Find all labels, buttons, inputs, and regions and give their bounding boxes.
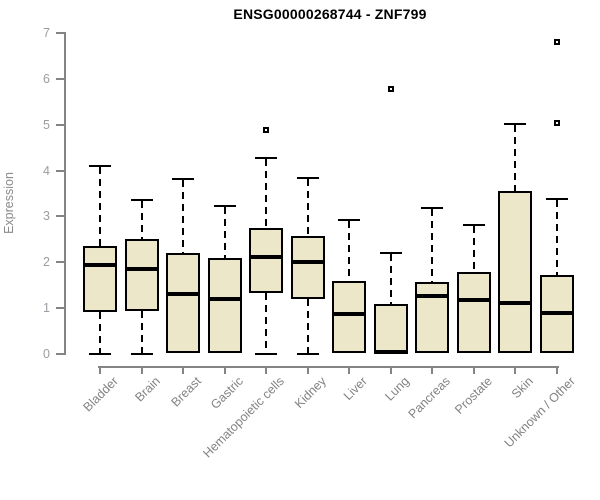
whisker-cap <box>545 198 568 201</box>
outlier-point <box>553 120 560 127</box>
y-tick <box>56 169 64 172</box>
median-line <box>456 297 491 302</box>
box-lung <box>373 303 408 354</box>
median-line <box>207 296 242 301</box>
whisker-cap <box>130 198 153 201</box>
box-liver <box>332 281 366 354</box>
x-tick <box>431 367 433 374</box>
y-tick-label: 6 <box>43 71 50 86</box>
median-line <box>166 291 200 296</box>
y-tick <box>56 353 64 355</box>
box-hematopoietic-cells <box>249 228 283 293</box>
x-axis-line <box>98 366 559 368</box>
outlier-point <box>263 127 269 134</box>
median-line <box>373 349 408 354</box>
upper-whisker <box>348 221 350 282</box>
x-tick <box>514 367 516 374</box>
whisker-cap <box>296 177 319 180</box>
y-tick-label: 1 <box>43 301 50 316</box>
median-line <box>249 254 283 259</box>
y-tick-label: 0 <box>43 347 50 361</box>
lower-whisker <box>306 299 309 354</box>
whisker-cap <box>89 353 111 355</box>
box-bladder <box>83 245 117 312</box>
upper-whisker <box>306 179 309 237</box>
x-tick <box>265 367 267 374</box>
y-tick-label: 7 <box>43 26 50 40</box>
lower-whisker <box>140 310 143 354</box>
box-kidney <box>290 236 325 300</box>
upper-whisker <box>140 200 143 240</box>
median-line <box>415 293 449 298</box>
upper-whisker <box>223 206 226 258</box>
upper-whisker <box>389 254 392 304</box>
x-tick <box>99 367 101 374</box>
median-line <box>124 266 159 271</box>
x-tick <box>555 367 558 374</box>
y-tick <box>56 261 64 264</box>
x-tick <box>389 367 392 374</box>
y-tick-label: 2 <box>43 255 50 270</box>
x-tick <box>306 367 309 374</box>
x-tick <box>182 367 184 374</box>
median-line <box>83 262 117 267</box>
upper-whisker <box>555 200 558 276</box>
box-brain <box>124 239 159 311</box>
upper-whisker <box>99 166 101 246</box>
x-tick <box>348 367 350 374</box>
upper-whisker <box>265 158 267 229</box>
y-tick <box>56 215 64 218</box>
whisker-cap <box>130 353 153 355</box>
whisker-cap <box>172 178 194 181</box>
box-breast <box>166 252 200 354</box>
box-skin <box>498 191 532 354</box>
outlier-point <box>553 39 560 46</box>
upper-whisker <box>472 226 475 273</box>
y-tick <box>56 123 64 126</box>
whisker-cap <box>338 219 360 222</box>
box-prostate <box>456 272 491 353</box>
lower-whisker <box>265 292 267 354</box>
median-line <box>498 300 532 305</box>
upper-whisker <box>431 209 433 282</box>
whisker-cap <box>504 123 526 126</box>
whisker-cap <box>421 207 443 210</box>
upper-whisker <box>182 180 184 253</box>
lower-whisker <box>99 311 101 354</box>
whisker-cap <box>296 353 319 355</box>
y-tick <box>56 307 64 310</box>
whisker-cap <box>89 164 111 167</box>
y-tick-label: 3 <box>43 209 50 224</box>
whisker-cap <box>379 252 402 255</box>
y-tick-label: 5 <box>43 117 50 132</box>
chart-title: ENSG00000268744 - ZNF799 <box>233 6 427 22</box>
x-tick <box>140 367 143 374</box>
y-tick-label: 4 <box>43 163 50 178</box>
whisker-cap <box>255 156 277 159</box>
median-line <box>290 259 325 264</box>
whisker-cap <box>462 224 485 227</box>
x-tick <box>223 367 226 374</box>
box-pancreas <box>415 282 449 354</box>
median-line <box>332 312 366 317</box>
upper-whisker <box>514 125 516 192</box>
box-gastric <box>207 257 242 354</box>
y-tick <box>56 77 64 80</box>
median-line <box>539 311 574 316</box>
whisker-cap <box>255 353 277 355</box>
x-tick <box>472 367 475 374</box>
y-tick <box>56 32 64 34</box>
outlier-point <box>387 85 394 92</box>
y-axis-line <box>64 32 66 355</box>
whisker-cap <box>213 204 236 207</box>
